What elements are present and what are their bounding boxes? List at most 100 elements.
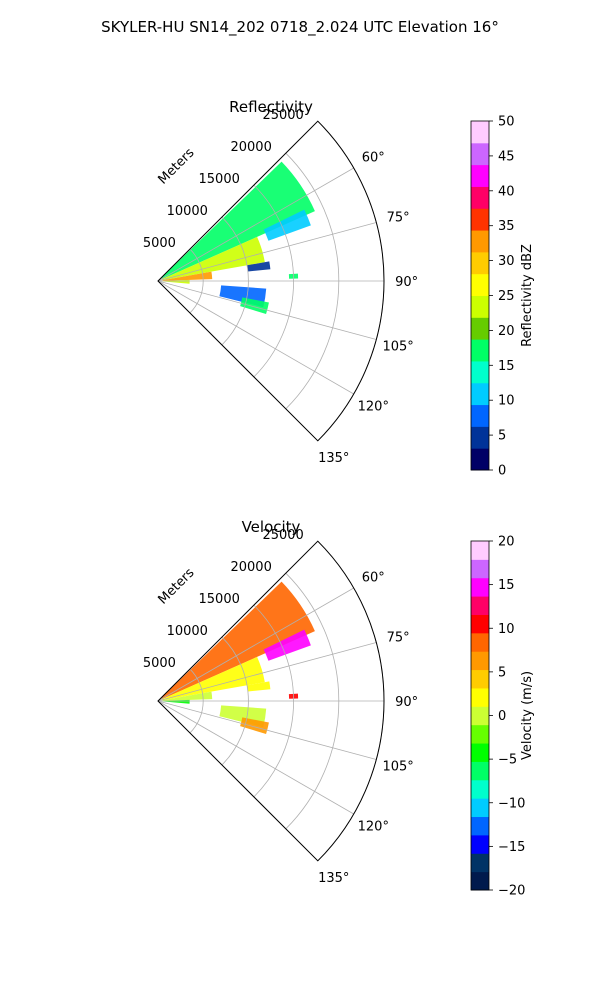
colorbar-segment	[471, 448, 489, 471]
echo-region	[247, 681, 271, 692]
colorbar-tick-label: 50	[498, 115, 515, 130]
colorbar-tick-label: 10	[498, 394, 515, 409]
colorbar-segment	[471, 651, 489, 671]
colorbar-tick-label: −10	[498, 796, 525, 811]
colorbar-tick-label: 20	[498, 324, 515, 339]
azimuth-tick-label: 120°	[358, 819, 389, 834]
colorbar-segment	[471, 853, 489, 873]
colorbar-segment	[471, 251, 489, 275]
range-tick-label: 15000	[199, 172, 240, 187]
colorbar-segment	[471, 669, 489, 689]
azimuth-tick-label: 135°	[318, 451, 349, 466]
range-axis-label: Meters	[156, 565, 198, 607]
colorbar-segment	[471, 559, 489, 579]
colorbar-segment	[471, 687, 489, 707]
range-tick-label: 5000	[143, 236, 176, 251]
colorbar-tick-label: 20	[498, 535, 515, 550]
colorbar-tick-label: 15	[498, 578, 515, 593]
azimuth-tick-label: 90°	[395, 695, 418, 710]
colorbar-tick-label: 45	[498, 149, 515, 164]
colorbar-segment	[471, 706, 489, 726]
colorbar-tick-label: 0	[498, 464, 506, 479]
colorbar-segment	[471, 816, 489, 836]
colorbar-tick-label: −5	[498, 753, 517, 768]
echo-region	[161, 581, 315, 700]
echo-region	[263, 209, 311, 241]
colorbar-tick-label: −20	[498, 884, 525, 899]
azimuth-tick-label: 90°	[395, 275, 418, 290]
panel-title: Velocity	[242, 518, 301, 536]
azimuth-tick-label: 75°	[387, 631, 410, 646]
echo-region	[162, 691, 213, 701]
colorbar-segment	[471, 541, 489, 560]
azimuth-tick-label: 105°	[382, 339, 413, 354]
colorbar-segment	[471, 230, 489, 253]
colorbar-tick-label: 5	[498, 665, 506, 680]
colorbar-segment	[471, 317, 489, 340]
colorbar-segment	[471, 404, 489, 427]
range-tick-label: 20000	[230, 560, 271, 575]
colorbar-segment	[471, 295, 489, 318]
colorbar-segment	[471, 779, 489, 799]
colorbar-segment	[471, 186, 489, 209]
colorbar-segment	[471, 339, 489, 362]
azimuth-gridline	[157, 700, 377, 760]
azimuth-tick-label: 135°	[318, 871, 349, 886]
colorbar-segment	[471, 382, 489, 406]
colorbar-segment	[471, 761, 489, 781]
colorbar-segment	[471, 798, 489, 818]
azimuth-gridline	[157, 700, 354, 815]
azimuth-gridline	[157, 222, 377, 282]
colorbar-segment	[471, 273, 489, 296]
figure-title: SKYLER-HU SN14_202 0718_2.024 UTC Elevat…	[101, 18, 499, 37]
range-tick-label: 10000	[167, 204, 208, 219]
colorbar-segment	[471, 142, 489, 166]
echo-region	[162, 656, 265, 701]
azimuth-tick-label: 105°	[382, 759, 413, 774]
azimuth-gridline	[157, 280, 354, 395]
colorbar-segment	[471, 834, 489, 854]
colorbar-segment	[471, 614, 489, 634]
range-tick-label: 5000	[143, 656, 176, 671]
echo-region	[263, 629, 311, 661]
azimuth-gridline	[157, 587, 354, 702]
range-tick-label: 20000	[230, 140, 271, 155]
azimuth-tick-label: 120°	[358, 399, 389, 414]
echo-region	[240, 297, 269, 315]
colorbar-tick-label: −15	[498, 840, 525, 855]
colorbar-segment	[471, 426, 489, 449]
sector-frame	[157, 540, 385, 862]
colorbar-label: Velocity (m/s)	[520, 671, 535, 760]
colorbar-segment	[471, 121, 489, 144]
azimuth-tick-label: 75°	[387, 211, 410, 226]
azimuth-tick-label: 60°	[362, 571, 385, 586]
colorbar-tick-label: 25	[498, 289, 515, 304]
colorbar-tick-label: 35	[498, 219, 515, 234]
echo-region	[247, 261, 271, 272]
echo-region	[240, 717, 269, 735]
colorbar-segment	[471, 208, 489, 231]
panel-velocity: Velocity 5000 10000 15000 20000 25000 Meters 60…	[143, 518, 535, 899]
range-tick-label: 10000	[167, 624, 208, 639]
azimuth-gridline	[157, 280, 377, 340]
range-axis-label: Meters	[156, 145, 198, 187]
echo-region	[161, 161, 315, 280]
colorbar-segment	[471, 743, 489, 762]
colorbar-segment	[471, 632, 489, 652]
colorbar-tick-label: 30	[498, 254, 515, 269]
range-tick-label: 15000	[199, 592, 240, 607]
colorbar-segment	[471, 577, 489, 597]
azimuth-gridline	[157, 642, 377, 702]
azimuth-tick-label: 60°	[362, 151, 385, 166]
echo-region	[162, 271, 213, 281]
range-tick-label: 25000	[262, 528, 303, 543]
colorbar-segment	[471, 724, 489, 744]
colorbar-segment	[471, 164, 489, 187]
panel-reflectivity: Reflectivity 5000 10000 15000 20000 25000 Mete…	[143, 98, 535, 479]
colorbar-segment	[471, 596, 489, 615]
colorbar-tick-label: 10	[498, 622, 515, 637]
colorbar-tick-label: 15	[498, 359, 515, 374]
sector-frame	[157, 120, 385, 442]
